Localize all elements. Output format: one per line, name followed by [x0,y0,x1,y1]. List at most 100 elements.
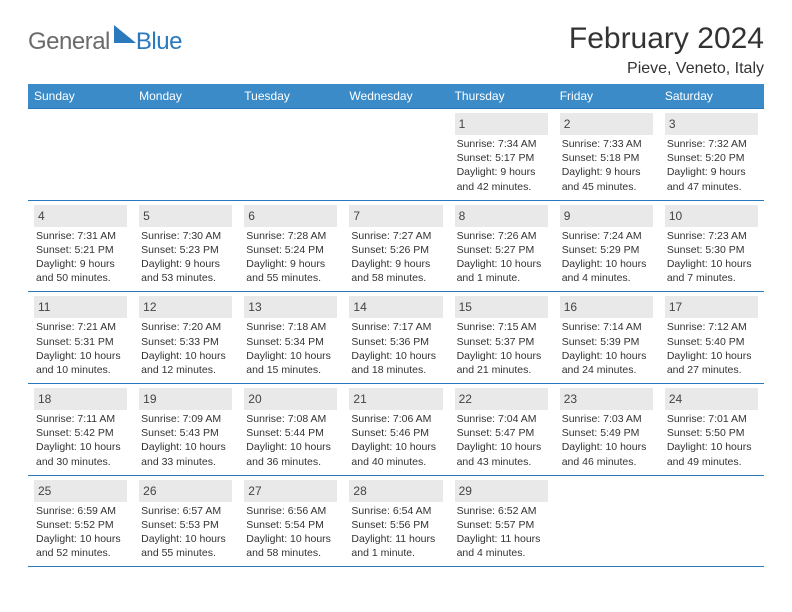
daylight: Daylight: 10 hours and 4 minutes. [562,257,651,285]
sunset: Sunset: 5:29 PM [562,243,651,257]
daylight: Daylight: 10 hours and 33 minutes. [141,440,230,468]
day-info: Sunrise: 6:54 AMSunset: 5:56 PMDaylight:… [349,504,442,561]
day-info: Sunrise: 7:33 AMSunset: 5:18 PMDaylight:… [560,137,653,194]
day-number: 18 [38,392,51,406]
calendar-cell: 8Sunrise: 7:26 AMSunset: 5:27 PMDaylight… [449,200,554,292]
day-number: 25 [38,484,51,498]
calendar-cell: 17Sunrise: 7:12 AMSunset: 5:40 PMDayligh… [659,291,764,383]
month-title: February 2024 [569,22,764,56]
logo-text-blue: Blue [136,28,182,56]
day-info: Sunrise: 7:03 AMSunset: 5:49 PMDaylight:… [560,412,653,469]
daylight: Daylight: 11 hours and 4 minutes. [457,532,546,560]
daylight: Daylight: 11 hours and 1 minute. [351,532,440,560]
calendar-cell: 6Sunrise: 7:28 AMSunset: 5:24 PMDaylight… [238,200,343,292]
day-info: Sunrise: 7:11 AMSunset: 5:42 PMDaylight:… [34,412,127,469]
sunrise: Sunrise: 7:28 AM [246,229,335,243]
day-info: Sunrise: 7:01 AMSunset: 5:50 PMDaylight:… [665,412,758,469]
day-info: Sunrise: 7:20 AMSunset: 5:33 PMDaylight:… [139,320,232,377]
daylight: Daylight: 10 hours and 36 minutes. [246,440,335,468]
sunrise: Sunrise: 6:56 AM [246,504,335,518]
calendar-cell: 10Sunrise: 7:23 AMSunset: 5:30 PMDayligh… [659,200,764,292]
calendar-cell [28,108,133,200]
sunrise: Sunrise: 7:18 AM [246,320,335,334]
day-number: 9 [564,209,571,223]
sunset: Sunset: 5:26 PM [351,243,440,257]
calendar-cell: 23 Sunrise: 7:03 AMSunset: 5:49 PMDayligh… [554,383,659,475]
day-number: 24 [669,392,682,406]
day-number: 4 [38,209,45,223]
calendar-cell [238,108,343,200]
sunrise: Sunrise: 7:03 AM [562,412,651,426]
daylight: Daylight: 10 hours and 12 minutes. [141,349,230,377]
calendar-cell: 29Sunrise: 6:52 AMSunset: 5:57 PMDayligh… [449,475,554,568]
weekday-header: Friday [554,84,659,108]
daylight: Daylight: 10 hours and 21 minutes. [457,349,546,377]
day-number: 23 [564,392,577,406]
sunset: Sunset: 5:54 PM [246,518,335,532]
calendar-cell: 19Sunrise: 7:09 AMSunset: 5:43 PMDayligh… [133,383,238,475]
logo-text-general: General [28,28,110,56]
calendar-cell: 16Sunrise: 7:14 AMSunset: 5:39 PMDayligh… [554,291,659,383]
day-info: Sunrise: 7:30 AMSunset: 5:23 PMDaylight:… [139,229,232,286]
sunrise: Sunrise: 7:34 AM [457,137,546,151]
calendar-cell: 21Sunrise: 7:06 AMSunset: 5:46 PMDayligh… [343,383,448,475]
calendar-cell: 12 Sunrise: 7:20 AMSunset: 5:33 PMDayligh… [133,291,238,383]
sunrise: Sunrise: 6:59 AM [36,504,125,518]
day-number: 7 [353,209,360,223]
calendar-cell: 11 Sunrise: 7:21 AMSunset: 5:31 PMDayligh… [28,291,133,383]
daylight: Daylight: 9 hours and 55 minutes. [246,257,335,285]
sunset: Sunset: 5:34 PM [246,335,335,349]
day-info: Sunrise: 7:15 AMSunset: 5:37 PMDaylight:… [455,320,548,377]
daylight: Daylight: 9 hours and 47 minutes. [667,165,756,193]
day-info: Sunrise: 7:32 AMSunset: 5:20 PMDaylight:… [665,137,758,194]
sunrise: Sunrise: 7:09 AM [141,412,230,426]
day-number: 26 [143,484,156,498]
day-info: Sunrise: 6:56 AMSunset: 5:54 PMDaylight:… [244,504,337,561]
sunset: Sunset: 5:21 PM [36,243,125,257]
calendar-cell: 20Sunrise: 7:08 AMSunset: 5:44 PMDayligh… [238,383,343,475]
calendar-cell: 24 Sunrise: 7:01 AMSunset: 5:50 PMDayligh… [659,383,764,475]
day-number: 28 [353,484,366,498]
day-number: 11 [38,300,50,314]
sunset: Sunset: 5:56 PM [351,518,440,532]
sunrise: Sunrise: 7:20 AM [141,320,230,334]
daylight: Daylight: 9 hours and 45 minutes. [562,165,651,193]
sunset: Sunset: 5:36 PM [351,335,440,349]
header: General Blue February 2024 Pieve, Veneto… [28,22,764,78]
day-number: 20 [248,392,261,406]
location: Pieve, Veneto, Italy [569,60,764,78]
calendar-week-row: 4Sunrise: 7:31 AMSunset: 5:21 PMDaylight… [28,200,764,292]
calendar-cell: 18 Sunrise: 7:11 AMSunset: 5:42 PMDayligh… [28,383,133,475]
day-info: Sunrise: 7:23 AMSunset: 5:30 PMDaylight:… [665,229,758,286]
daylight: Daylight: 10 hours and 10 minutes. [36,349,125,377]
weekday-header-row: Sunday Monday Tuesday Wednesday Thursday… [28,84,764,108]
calendar-cell: 5Sunrise: 7:30 AMSunset: 5:23 PMDaylight… [133,200,238,292]
calendar-cell: 13Sunrise: 7:18 AMSunset: 5:34 PMDayligh… [238,291,343,383]
calendar-cell: 9 Sunrise: 7:24 AMSunset: 5:29 PMDaylight… [554,200,659,292]
day-number: 2 [564,117,571,131]
calendar-cell: 27 Sunrise: 6:56 AMSunset: 5:54 PMDayligh… [238,475,343,568]
daylight: Daylight: 10 hours and 15 minutes. [246,349,335,377]
day-number: 17 [669,300,682,314]
calendar-cell: 28 Sunrise: 6:54 AMSunset: 5:56 PMDayligh… [343,475,448,568]
sunrise: Sunrise: 7:24 AM [562,229,651,243]
daylight: Daylight: 10 hours and 49 minutes. [667,440,756,468]
sunrise: Sunrise: 7:27 AM [351,229,440,243]
daylight: Daylight: 10 hours and 46 minutes. [562,440,651,468]
sunrise: Sunrise: 7:26 AM [457,229,546,243]
sunrise: Sunrise: 7:32 AM [667,137,756,151]
day-info: Sunrise: 7:26 AMSunset: 5:27 PMDaylight:… [455,229,548,286]
day-info: Sunrise: 7:21 AMSunset: 5:31 PMDaylight:… [34,320,127,377]
daylight: Daylight: 10 hours and 58 minutes. [246,532,335,560]
sunrise: Sunrise: 7:08 AM [246,412,335,426]
sunset: Sunset: 5:17 PM [457,151,546,165]
day-number: 27 [248,484,261,498]
weekday-header: Sunday [28,84,133,108]
sunset: Sunset: 5:42 PM [36,426,125,440]
day-info: Sunrise: 7:28 AMSunset: 5:24 PMDaylight:… [244,229,337,286]
day-number: 12 [143,300,156,314]
weekday-header: Saturday [659,84,764,108]
day-info: Sunrise: 6:57 AMSunset: 5:53 PMDaylight:… [139,504,232,561]
day-info: Sunrise: 7:27 AMSunset: 5:26 PMDaylight:… [349,229,442,286]
calendar-cell: 15Sunrise: 7:15 AMSunset: 5:37 PMDayligh… [449,291,554,383]
